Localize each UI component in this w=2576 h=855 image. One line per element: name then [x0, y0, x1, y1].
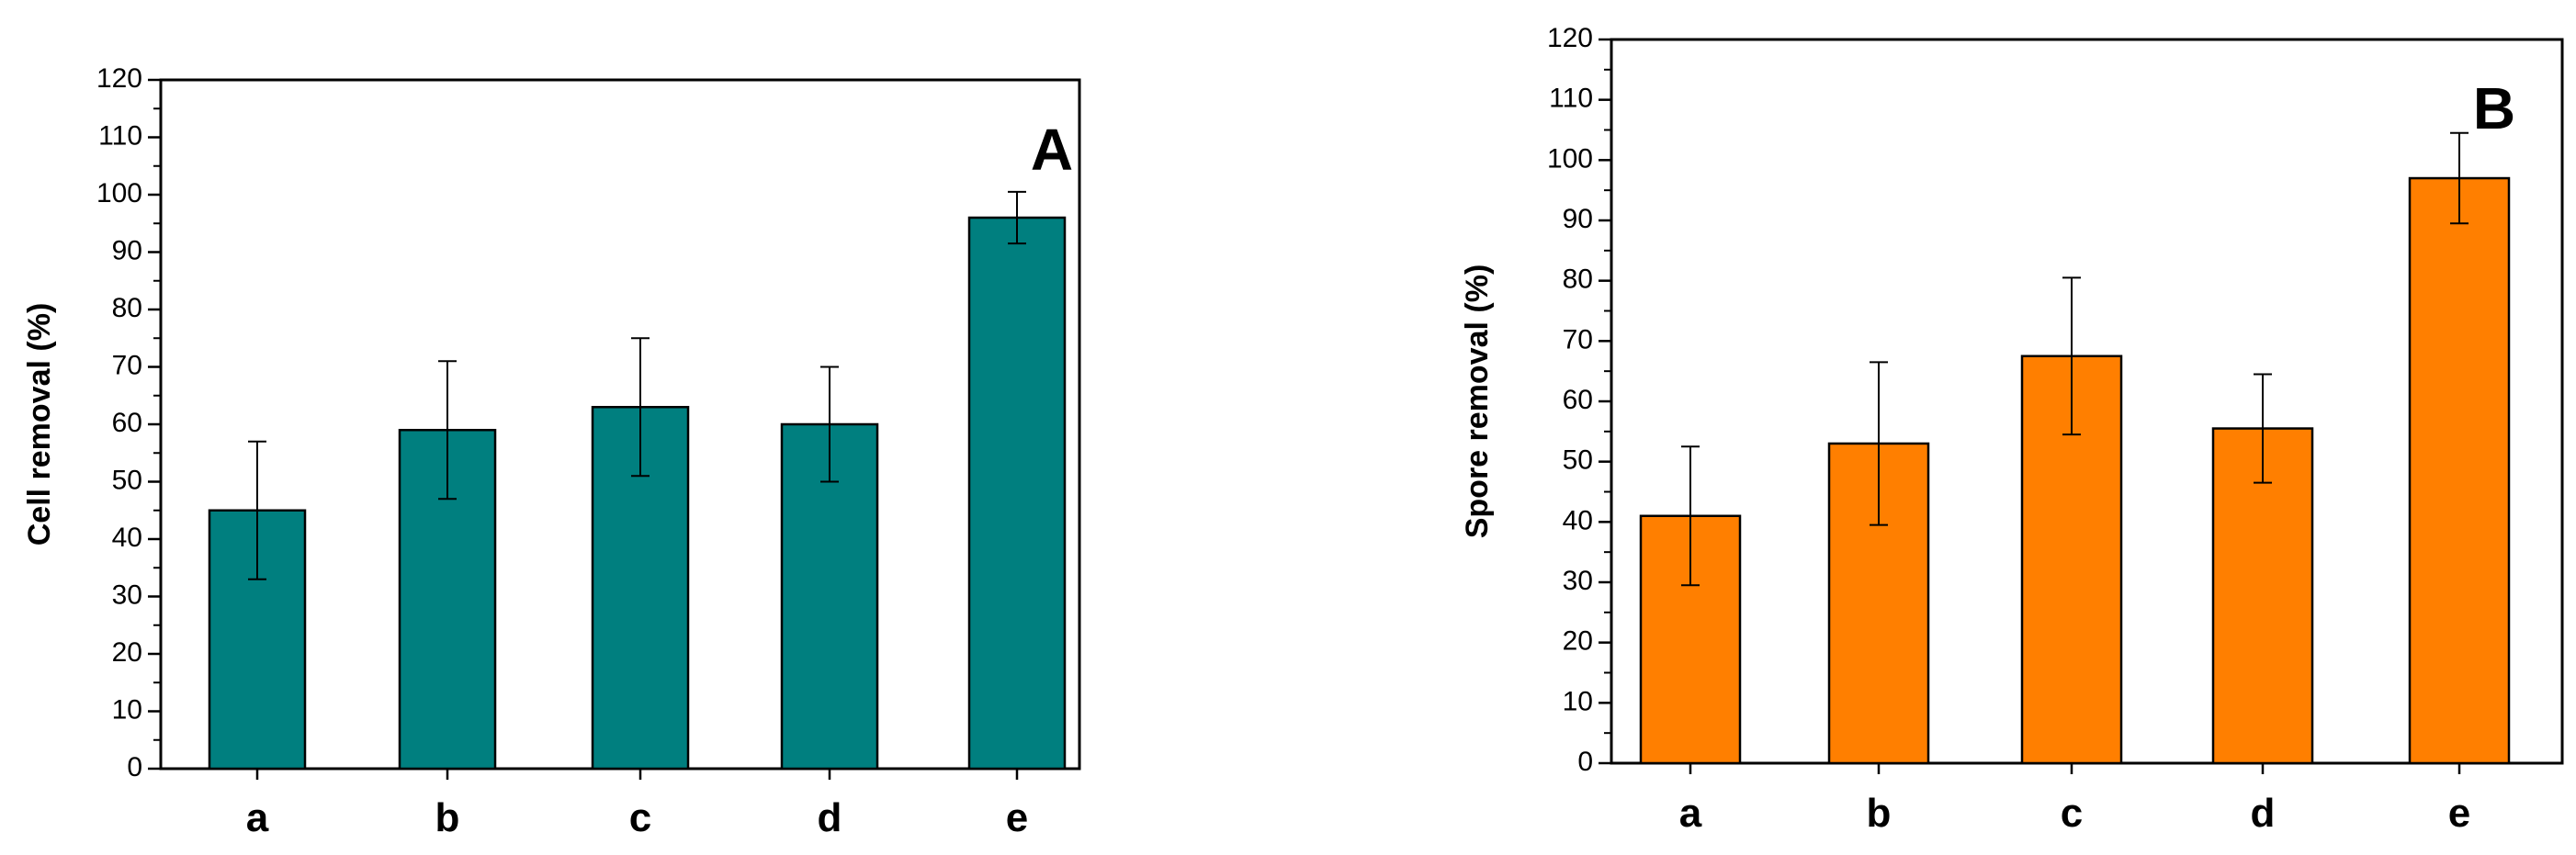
x-tick-label-b-e: e — [2448, 791, 2470, 836]
x-tick-label-a-e: e — [1006, 795, 1028, 840]
y-tick-label-b: 90 — [1563, 204, 1593, 234]
y-tick-label-a: 80 — [112, 293, 142, 323]
chart-panel-b: 0 10 20 30 40 50 60 70 80 90 100 110 120 a b c d e Spore… — [1460, 23, 2564, 836]
y-axis-title-b: Spore removal (%) — [1460, 264, 1495, 539]
bars-a — [208, 190, 1067, 771]
y-axis-title-a: Cell removal (%) — [22, 303, 57, 546]
bar-b-d — [2211, 427, 2314, 765]
x-tick-label-a-a: a — [246, 795, 269, 840]
y-tick-label-a: 10 — [112, 694, 142, 725]
x-tick-label-a-c: c — [629, 795, 651, 840]
y-tick-label-b: 120 — [1547, 23, 1593, 53]
x-axis-b: a b c d e — [1679, 763, 2470, 836]
x-tick-label-a-d: d — [818, 795, 842, 840]
y-tick-label-a: 120 — [96, 63, 142, 94]
y-axis-b: 0 10 20 30 40 50 60 70 80 90 100 110 120 — [1547, 23, 1611, 777]
y-tick-label-a: 50 — [112, 465, 142, 495]
chart-panel-a: 0 10 20 30 40 50 60 70 80 90 100 110 120 a b c d e Cell … — [22, 63, 1081, 840]
y-tick-label-a: 20 — [112, 637, 142, 668]
y-tick-label-a: 0 — [127, 752, 142, 782]
panel-label-b: B — [2473, 75, 2515, 141]
panel-label-a: A — [1031, 117, 1073, 183]
x-tick-label-b-c: c — [2061, 791, 2083, 836]
x-tick-label-a-b: b — [435, 795, 460, 840]
y-tick-label-a: 40 — [112, 523, 142, 553]
y-tick-label-a: 110 — [98, 120, 142, 151]
y-tick-label-b: 80 — [1563, 264, 1593, 295]
x-tick-label-b-b: b — [1867, 791, 1892, 836]
y-tick-label-b: 100 — [1547, 143, 1593, 174]
bars-b — [1639, 131, 2511, 765]
x-axis-a: a b c d e — [246, 769, 1028, 840]
y-tick-label-b: 70 — [1563, 324, 1593, 354]
y-tick-label-a: 90 — [112, 235, 142, 265]
bar-b-e — [2408, 176, 2511, 765]
y-tick-label-b: 50 — [1563, 445, 1593, 476]
y-tick-label-a: 70 — [112, 350, 142, 380]
y-tick-label-a: 100 — [96, 178, 142, 208]
y-tick-label-b: 30 — [1563, 566, 1593, 596]
y-tick-label-b: 20 — [1563, 626, 1593, 657]
y-tick-label-b: 110 — [1549, 84, 1593, 114]
y-axis-a: 0 10 20 30 40 50 60 70 80 90 100 110 120 — [96, 63, 161, 782]
y-tick-label-b: 60 — [1563, 385, 1593, 415]
y-tick-label-b: 0 — [1577, 747, 1593, 777]
x-tick-label-b-d: d — [2251, 791, 2276, 836]
y-tick-label-b: 10 — [1563, 686, 1593, 716]
y-tick-label-a: 30 — [112, 579, 142, 610]
x-tick-label-b-a: a — [1679, 791, 1702, 836]
y-tick-label-b: 40 — [1563, 505, 1593, 535]
y-tick-label-a: 60 — [112, 408, 142, 438]
bar-a-e — [967, 216, 1067, 771]
